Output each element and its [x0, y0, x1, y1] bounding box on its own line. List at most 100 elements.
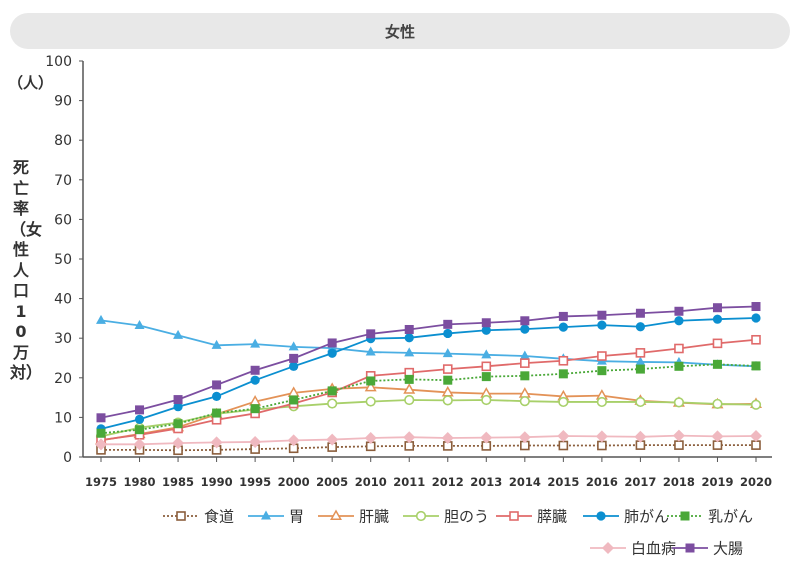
- data-point-1: [173, 329, 184, 339]
- data-point-3: [596, 396, 607, 408]
- data-point-5: [404, 333, 414, 343]
- x-tick-label: 2000: [278, 475, 310, 489]
- data-point-7: [480, 431, 493, 444]
- x-tick-label: 2005: [316, 475, 348, 489]
- data-point-5: [173, 402, 183, 412]
- data-point-5: [558, 322, 568, 332]
- x-tick-label: 2013: [470, 475, 502, 489]
- y-axis-unit: （人）: [8, 74, 54, 92]
- series-line-1: [100, 319, 757, 368]
- legend-swatch-marker: [509, 511, 519, 521]
- data-point-3: [365, 396, 376, 407]
- data-point-8: [327, 338, 337, 348]
- y-tick-label: 90: [54, 94, 72, 110]
- series-line-6: [100, 363, 757, 435]
- y-tick-label: 80: [54, 133, 72, 149]
- legend-label: 大腸: [713, 540, 743, 558]
- data-point-6: [96, 428, 106, 438]
- data-point-6: [327, 386, 337, 396]
- y-tick-label: 10: [54, 410, 72, 426]
- data-point-3: [519, 396, 530, 407]
- data-point-7: [711, 430, 724, 443]
- data-point-7: [210, 436, 223, 449]
- data-point-7: [95, 438, 107, 451]
- data-point-1: [404, 347, 415, 357]
- legend-swatch-marker: [602, 542, 614, 554]
- series-line-8: [100, 305, 757, 419]
- data-point-5: [712, 314, 723, 324]
- data-point-7: [750, 430, 762, 443]
- data-point-3: [558, 396, 569, 408]
- data-point-6: [481, 372, 491, 382]
- data-point-7: [441, 431, 454, 444]
- data-point-8: [404, 324, 414, 334]
- legend-swatch-marker: [685, 543, 695, 553]
- data-point-5: [443, 328, 453, 339]
- data-point-0: [751, 440, 761, 450]
- data-point-3: [481, 394, 492, 406]
- legend-label: 膵臓: [537, 508, 567, 526]
- data-point-8: [250, 365, 260, 375]
- legend-label: 胃: [289, 508, 304, 526]
- data-point-8: [289, 353, 299, 363]
- data-point-7: [249, 435, 262, 448]
- y-tick-label: 70: [54, 173, 72, 189]
- data-point-4: [635, 348, 646, 358]
- x-tick-label: 1990: [201, 475, 233, 489]
- data-point-8: [366, 329, 376, 339]
- data-point-5: [635, 322, 646, 332]
- data-point-8: [212, 380, 222, 390]
- data-point-1: [635, 356, 646, 366]
- legend-label: 食道: [204, 508, 234, 526]
- data-point-8: [520, 316, 530, 326]
- data-point-3: [673, 397, 685, 408]
- data-point-6: [520, 371, 530, 381]
- data-point-6: [404, 374, 414, 384]
- data-point-0: [558, 440, 569, 451]
- data-point-1: [519, 350, 530, 360]
- data-point-1: [96, 314, 106, 324]
- data-point-6: [173, 419, 183, 429]
- y-tick-label: 100: [45, 54, 72, 70]
- data-point-5: [597, 320, 607, 330]
- data-point-4: [674, 343, 684, 354]
- chart-title-bar: 女性: [10, 13, 790, 49]
- data-point-2: [403, 383, 416, 394]
- data-point-7: [557, 430, 570, 443]
- data-point-7: [326, 433, 339, 446]
- data-point-6: [674, 361, 684, 371]
- x-tick-label: 2012: [432, 475, 464, 489]
- data-point-5: [327, 348, 337, 358]
- y-tick-label: 30: [54, 331, 72, 347]
- x-tick-label: 2011: [393, 475, 425, 489]
- data-point-8: [481, 318, 491, 328]
- data-point-4: [520, 358, 530, 368]
- data-point-4: [558, 355, 569, 366]
- data-point-7: [634, 430, 647, 443]
- series-line-4: [100, 338, 757, 441]
- data-point-3: [327, 398, 338, 409]
- data-point-7: [287, 434, 300, 447]
- legend-swatch-marker: [596, 511, 606, 521]
- data-point-8: [96, 413, 106, 423]
- chart-title: 女性: [384, 22, 415, 41]
- x-tick-label: 2016: [586, 475, 618, 489]
- x-tick-label: 1980: [124, 475, 156, 489]
- data-point-5: [481, 325, 491, 335]
- data-point-5: [211, 391, 222, 402]
- data-point-6: [635, 364, 645, 374]
- data-point-7: [133, 438, 146, 451]
- data-point-5: [134, 414, 145, 424]
- data-point-6: [250, 404, 260, 414]
- x-tick-label: 1975: [85, 475, 117, 489]
- data-point-4: [442, 364, 453, 374]
- x-tick-label: 2020: [740, 475, 772, 489]
- data-point-1: [442, 348, 453, 358]
- series-line-7: [101, 434, 757, 446]
- data-point-8: [558, 311, 568, 321]
- data-point-6: [443, 375, 453, 385]
- x-tick-label: 2017: [624, 475, 656, 489]
- data-point-2: [364, 380, 377, 392]
- data-point-6: [597, 366, 607, 376]
